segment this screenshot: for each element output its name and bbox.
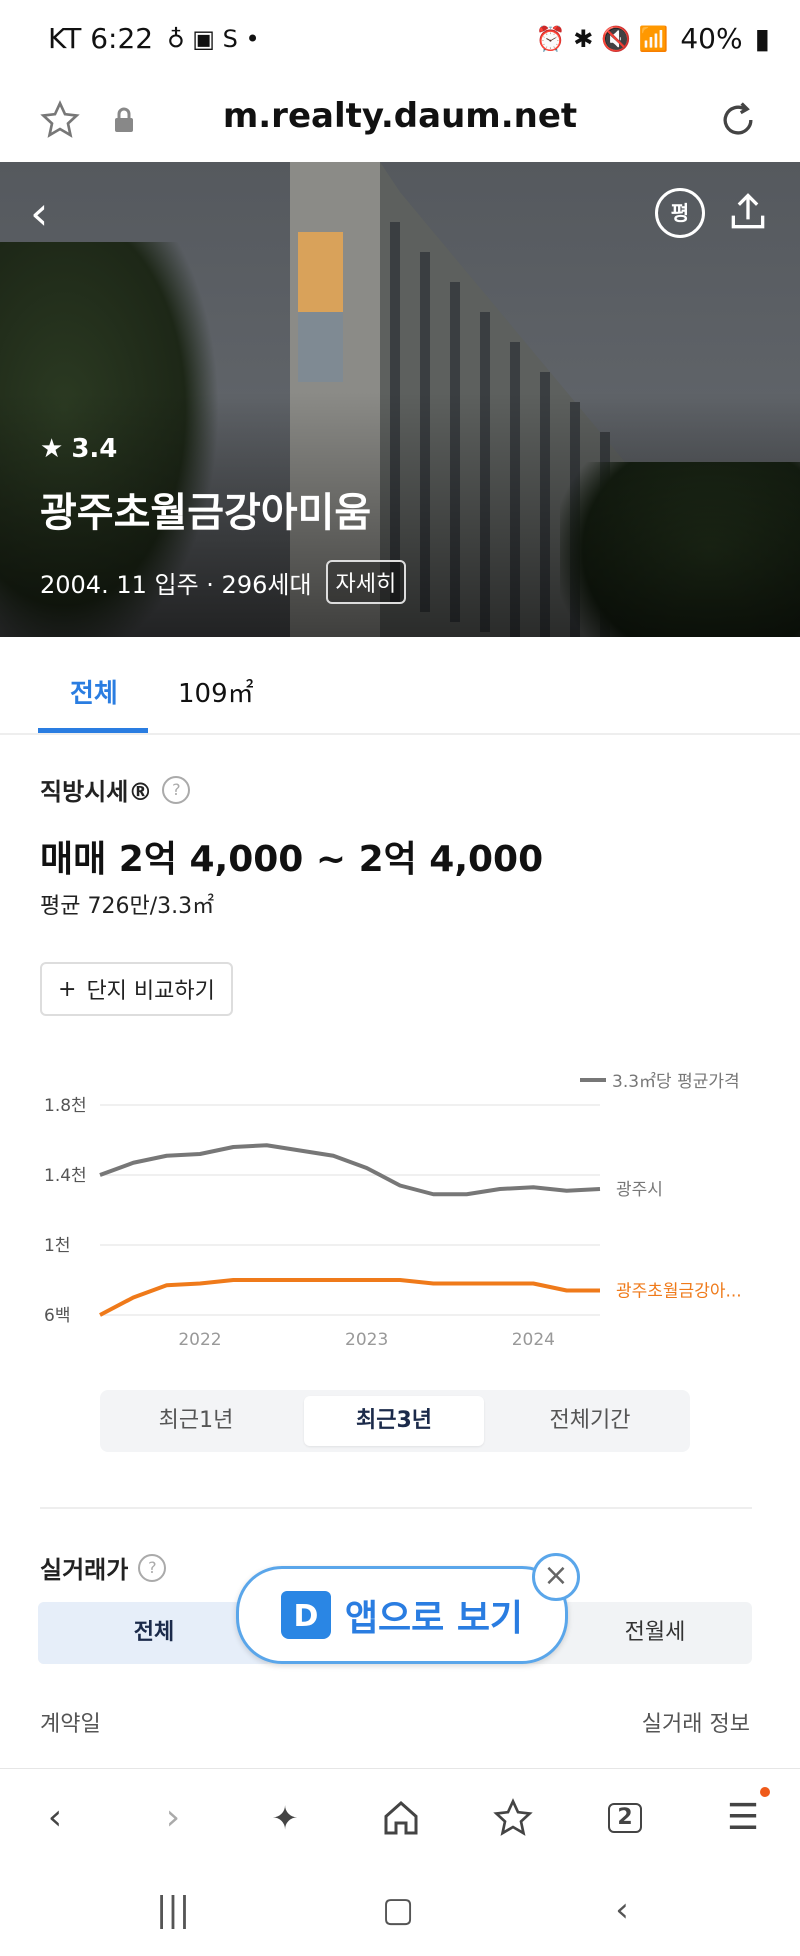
x-tick-label: 2023 <box>345 1330 388 1350</box>
bookmark-star-icon[interactable] <box>40 100 80 144</box>
legend-label: 3.3㎡당 평균가격 <box>612 1072 740 1092</box>
home-icon[interactable] <box>376 1793 426 1843</box>
x-tick-label: 2024 <box>512 1330 555 1350</box>
y-tick-label: 1.4천 <box>44 1166 87 1186</box>
rating-value: 3.4 <box>71 434 118 464</box>
price-chart: 3.3㎡당 평균가격 1.8천 1.4천 1천 6백 2022 2023 2024 광주시… <box>44 1072 742 1350</box>
share-icon[interactable] <box>725 190 771 238</box>
price-range: 매매 2억 4,000 ~ 2억 4,000 <box>40 839 544 880</box>
series-line <box>99 1278 600 1317</box>
rating: ★ 3.4 <box>40 434 117 464</box>
lock-icon <box>112 106 136 138</box>
period-1y[interactable]: 최근1년 <box>158 1408 234 1433</box>
period-all[interactable]: 전체기간 <box>549 1408 631 1433</box>
trade-tab-all[interactable]: 전체 <box>38 1602 270 1664</box>
tab-109[interactable]: 109㎡ <box>178 679 254 709</box>
help-icon[interactable]: ? <box>162 775 191 804</box>
status-bar: KT 6:22 ♁ ▣ S • ⏰ ✱ 🔇 📶 40% ▮ <box>0 0 800 82</box>
open-app-banner[interactable]: D 앱으로 보기 <box>236 1566 568 1664</box>
browser-toolbar: ‹ › ✦ 2 ☰ <box>0 1768 800 1869</box>
period-3y[interactable]: 최근3년 <box>304 1396 484 1446</box>
url-text[interactable]: m.realty.daum.net <box>222 96 578 136</box>
tab-all[interactable]: 전체 <box>70 679 118 709</box>
sparkle-icon[interactable]: ✦ <box>271 1799 299 1837</box>
apartment-name: 광주초월금강아미움 <box>40 490 372 536</box>
system-icons: ⏰ ✱ 🔇 📶 <box>535 24 669 53</box>
average-price: 평균 726만/3.3㎡ <box>40 894 215 919</box>
notification-icons: ♁ ▣ S • <box>167 24 260 53</box>
active-tab-indicator <box>38 728 148 733</box>
contract-date-header: 계약일 <box>40 1712 101 1737</box>
carrier-time: KT 6:22 <box>48 22 154 55</box>
url-bar: m.realty.daum.net <box>0 82 800 162</box>
plus-icon: + <box>58 976 77 1002</box>
trade-tab-rent[interactable]: 전월세 <box>624 1620 686 1645</box>
back-icon[interactable]: ‹ <box>30 186 49 240</box>
status-right: ⏰ ✱ 🔇 📶 40% ▮ <box>536 22 770 55</box>
y-tick-label: 1천 <box>44 1236 70 1256</box>
system-nav-bar: ||| ▢ ‹ <box>0 1868 800 1956</box>
series-label: 광주시 <box>616 1180 663 1200</box>
reload-icon[interactable] <box>716 98 760 146</box>
x-tick-label: 2022 <box>178 1330 221 1350</box>
bookmarks-icon[interactable] <box>488 1793 538 1843</box>
detail-button[interactable]: 자세히 <box>325 560 407 604</box>
battery-icon: ▮ <box>754 22 770 55</box>
series-line <box>99 1143 601 1197</box>
series-label: 광주초월금강아... <box>616 1282 742 1302</box>
trade-title-text: 실거래가 <box>40 1556 129 1584</box>
trade-section-title: 실거래가 ? <box>40 1550 167 1585</box>
browser-forward-icon[interactable]: › <box>165 1797 181 1838</box>
tabs-icon[interactable]: 2 <box>600 1793 650 1843</box>
y-tick-label: 1.8천 <box>44 1096 87 1116</box>
y-tick-label: 6백 <box>44 1306 70 1326</box>
apartment-meta: 2004. 11 입주 · 296세대 자세히 <box>40 560 407 604</box>
hero-image: ‹ 평 ★ 3.4 광주초월금강아미움 2004. 11 입주 · 296세대 … <box>0 162 800 637</box>
menu-icon[interactable]: ☰ <box>726 1797 760 1838</box>
trade-info-header: 실거래 정보 <box>641 1712 750 1737</box>
open-app-text: 앱으로 보기 <box>344 1598 524 1639</box>
area-tabs: 전체 109㎡ <box>0 637 800 735</box>
battery-text: 40% <box>680 22 743 55</box>
recent-apps-icon[interactable]: ||| <box>155 1890 191 1930</box>
price-title-text: 직방시세® <box>40 778 153 806</box>
compare-button[interactable]: + 단지 비교하기 <box>40 962 233 1016</box>
price-section-title: 직방시세® ? <box>40 772 191 807</box>
section-divider <box>40 1507 752 1509</box>
apartment-meta-text: 2004. 11 입주 · 296세대 <box>40 570 312 599</box>
trade-help-icon[interactable]: ? <box>138 1553 167 1582</box>
pyeong-toggle-icon[interactable]: 평 <box>655 188 705 238</box>
status-left: KT 6:22 ♁ ▣ S • <box>48 22 260 55</box>
system-back-icon[interactable]: ‹ <box>615 1890 629 1930</box>
close-banner-icon[interactable]: × <box>532 1553 580 1601</box>
period-toggle: 최근1년 최근3년 전체기간 <box>100 1390 690 1452</box>
compare-button-label: 단지 비교하기 <box>86 979 215 1004</box>
daum-app-logo: D <box>280 1591 331 1639</box>
browser-back-icon[interactable]: ‹ <box>47 1797 63 1838</box>
notification-dot <box>760 1787 770 1797</box>
home-button-icon[interactable]: ▢ <box>381 1890 415 1930</box>
star-icon: ★ <box>40 434 64 464</box>
